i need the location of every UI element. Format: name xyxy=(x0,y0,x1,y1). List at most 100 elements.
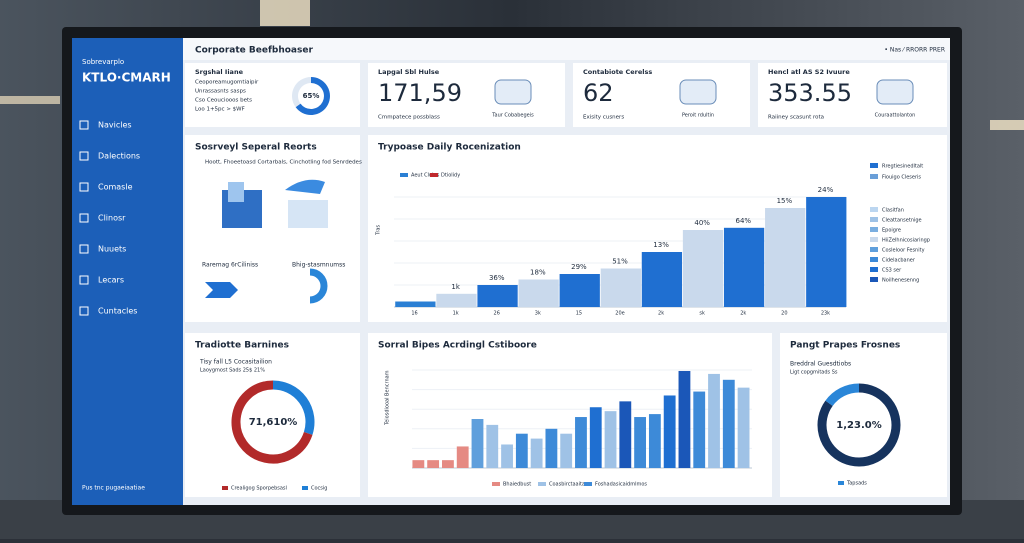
bar xyxy=(722,379,735,468)
bar xyxy=(634,417,647,468)
kpi-line: Cso Ceouciooos bets xyxy=(195,98,252,104)
nav-icon[interactable] xyxy=(79,244,89,254)
nav-item[interactable]: Nuuets xyxy=(98,245,126,254)
header-bar xyxy=(183,38,950,60)
legend-label: HiiZelhnicosiaringp xyxy=(882,238,930,244)
ceiling-light xyxy=(0,96,60,104)
bar-label: 24% xyxy=(818,186,834,194)
bar xyxy=(486,424,499,468)
nav-icon[interactable] xyxy=(79,182,89,192)
legend-swatch xyxy=(870,174,878,179)
donut-segment xyxy=(817,383,901,467)
bar xyxy=(604,411,617,468)
bar-label: 15% xyxy=(777,197,793,205)
bar xyxy=(641,252,683,307)
bar-label: 13% xyxy=(653,241,669,249)
legend-label: Dtiolidy xyxy=(441,173,460,179)
nav-item[interactable]: Lecars xyxy=(98,276,124,285)
ceiling-light xyxy=(990,120,1024,130)
kpi-value: 171,59 xyxy=(378,79,462,107)
bar xyxy=(682,230,724,307)
bar xyxy=(395,301,436,307)
bar-label: 1k xyxy=(451,283,460,291)
kpi-label: Lapgal Sbl Hulse xyxy=(378,68,440,76)
legend-swatch xyxy=(870,237,878,242)
chart-title: Sorral Bipes Acrdingl Cstiboore xyxy=(378,341,537,351)
legend-swatch xyxy=(400,173,408,177)
legend-label: Cocsig xyxy=(311,486,327,492)
legend-swatch xyxy=(302,486,308,490)
bar xyxy=(723,227,765,307)
bar-label: 18% xyxy=(530,269,546,277)
legend-label: Rregtiesinedltalt xyxy=(882,164,923,170)
legend-label: Foshadasicaidmlmos xyxy=(595,482,647,488)
nav-item[interactable]: Dalections xyxy=(98,152,140,161)
kpi-card xyxy=(185,63,360,127)
bar xyxy=(471,419,484,468)
legend-swatch xyxy=(870,227,878,232)
legend-swatch xyxy=(222,486,228,490)
bar xyxy=(619,401,632,468)
header-actions[interactable]: • Nas ⁄ RRORR PRER xyxy=(884,47,945,54)
bar xyxy=(589,407,602,468)
shape xyxy=(309,268,328,304)
bar xyxy=(436,293,477,307)
x-tick-label: 2k xyxy=(658,311,664,317)
x-tick-label: 1k xyxy=(453,311,459,317)
y-axis-label: Tras xyxy=(376,225,382,236)
y-axis-label: Teiosdiooal Bencrnam xyxy=(385,370,391,426)
kpi-icon xyxy=(679,79,717,105)
legend-swatch xyxy=(538,482,546,486)
legend-label: Coasbirctaaitas xyxy=(549,482,588,488)
nav-icon[interactable] xyxy=(79,120,89,130)
bar xyxy=(737,387,750,468)
ceiling-light xyxy=(260,0,310,26)
x-tick-label: 20e xyxy=(615,311,624,317)
legend-swatch xyxy=(584,482,592,486)
bar-label: 40% xyxy=(694,219,710,227)
nav-icon[interactable] xyxy=(79,213,89,223)
sidebar-footer: Pus tnc pugaeiaatiae xyxy=(82,485,145,492)
donut-center: 1,23.0% xyxy=(836,420,881,431)
kpi-label: Hencl atl AS S2 Ivuure xyxy=(768,68,850,76)
nav-icon[interactable] xyxy=(79,306,89,316)
kpi-caption: Cmmpatece possblass xyxy=(378,115,440,121)
nav-item[interactable]: Clinosr xyxy=(98,214,126,223)
legend-label: Clasitfan xyxy=(882,208,904,214)
legend-swatch xyxy=(430,173,438,177)
bar xyxy=(442,460,454,468)
bar xyxy=(560,433,573,468)
bar xyxy=(600,268,641,307)
kpi-tag: Peroit rdultin xyxy=(682,113,714,119)
bar xyxy=(412,460,425,468)
bar xyxy=(648,414,661,468)
nav-icon[interactable] xyxy=(79,151,89,161)
nav-item[interactable]: Cuntacles xyxy=(98,307,137,316)
panel-subtitle: Breddral Guesdtiobs xyxy=(790,361,851,368)
x-tick-label: 23k xyxy=(821,311,830,317)
sidebar-title: KTLO·CMARH xyxy=(82,71,171,85)
nav-icon[interactable] xyxy=(79,275,89,285)
kpi-icon xyxy=(876,79,914,105)
bar xyxy=(693,391,706,468)
panel xyxy=(780,333,947,497)
donut-center: 65% xyxy=(303,92,320,100)
donut-segment xyxy=(292,77,312,108)
sidebar-subtitle: Sobrevarplo xyxy=(82,58,124,66)
legend-label: Crealigog Sporpebsasl xyxy=(231,486,287,492)
shape xyxy=(205,282,238,298)
panel-title: Sosrveyl Seperal Reorts xyxy=(195,143,317,153)
bar xyxy=(545,428,558,468)
bar xyxy=(456,446,469,468)
illustration xyxy=(205,179,328,304)
kpi-value: 62 xyxy=(583,79,614,107)
shape xyxy=(285,179,325,194)
panel-note: Ligt copgmitads Ss xyxy=(790,370,838,376)
bar xyxy=(678,370,691,468)
legend-label: Cidelacbaner xyxy=(882,258,916,264)
shape xyxy=(228,182,244,202)
legend-label: Epoigre xyxy=(882,228,901,234)
donut-segment xyxy=(825,383,860,407)
nav-item[interactable]: Comasle xyxy=(98,183,133,192)
nav-item[interactable]: Navicles xyxy=(98,121,132,130)
